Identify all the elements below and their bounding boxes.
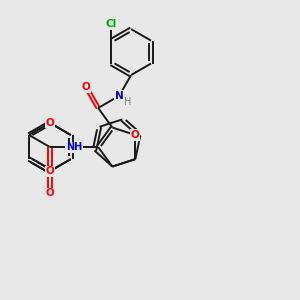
Text: Cl: Cl bbox=[106, 20, 117, 29]
Text: O: O bbox=[46, 118, 54, 128]
Text: O: O bbox=[82, 82, 91, 92]
Text: O: O bbox=[131, 130, 140, 140]
Text: H: H bbox=[124, 98, 131, 107]
Text: O: O bbox=[46, 188, 54, 198]
Text: N: N bbox=[115, 91, 124, 101]
Text: NH: NH bbox=[66, 142, 82, 152]
Text: O: O bbox=[46, 166, 54, 176]
